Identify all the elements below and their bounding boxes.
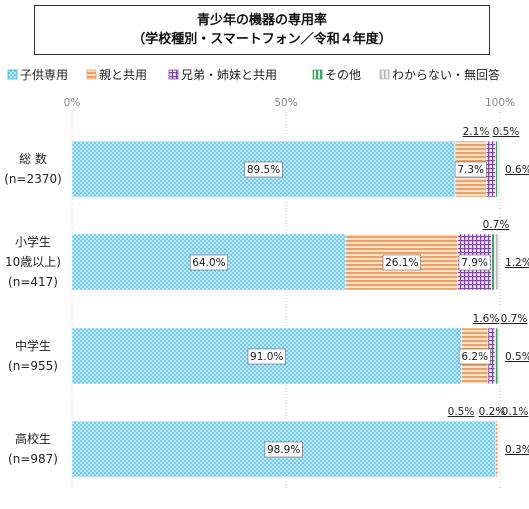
bar-segment-r2-s4	[497, 327, 501, 385]
data-label-r0-s0-box	[244, 161, 283, 178]
data-label-r2-s2: 1.6%	[473, 313, 500, 325]
data-label-r3-s2: 0.2%	[479, 406, 506, 418]
chart-subtitle: （学校種別・スマートフォン／令和４年度）	[132, 32, 392, 47]
category-label-1-3: (n=417)	[8, 275, 58, 289]
data-label-r0-s1-box	[454, 161, 487, 178]
data-label-r2-s1: 6.2%	[461, 351, 488, 363]
data-label-r2-s0: 91.0%	[250, 351, 283, 363]
data-label-r0-s1: 7.3%	[457, 164, 484, 176]
data-label-r0-s3: 0.5%	[493, 126, 520, 138]
legend-swatch-3	[312, 69, 323, 80]
chart-title-box: 青少年の機器の専用率 （学校種別・スマートフォン／令和４年度）	[34, 5, 490, 55]
data-label-r1-s1: 26.1%	[385, 257, 418, 269]
data-label-r2-s1-box	[458, 348, 491, 365]
data-label-r2-s0-box	[247, 348, 286, 365]
data-label-r3-s0-box	[264, 441, 303, 458]
data-label-r1-s4: 1.2%	[505, 257, 529, 269]
category-label-0-1: 総 数	[19, 151, 47, 166]
data-label-r1-s2-box	[458, 254, 491, 271]
category-label-2-1: 中学生	[15, 338, 51, 353]
chart-title: 青少年の機器の専用率	[196, 13, 327, 28]
category-label-1-1: 小学生	[15, 234, 51, 249]
data-label-r3-s0: 98.9%	[267, 444, 300, 456]
legend-label-1: 親と共用	[99, 68, 147, 82]
legend-label-4: わからない・無回答	[392, 67, 500, 82]
data-label-r2-s3: 0.7%	[501, 313, 528, 325]
data-label-r3-s4: 0.3%	[505, 444, 529, 456]
legend-swatch-0	[7, 69, 18, 80]
legend-label-3: その他	[325, 68, 361, 82]
data-label-r0-s4: 0.6%	[505, 164, 529, 176]
category-label-3-1: 高校生	[15, 431, 51, 446]
data-label-r1-s0-box	[189, 254, 229, 271]
data-label-r1-s0: 64.0%	[192, 257, 225, 269]
x-tick-label-1: 50%	[274, 97, 297, 109]
x-tick-label-2: 100%	[485, 97, 515, 109]
legend-swatch-1	[86, 69, 97, 80]
data-label-r1-s3: 0.7%	[483, 219, 510, 231]
legend-label-0: 子供専用	[20, 68, 68, 82]
data-label-r1-s2: 7.9%	[461, 257, 488, 269]
category-label-1-2: 10歳以上)	[5, 255, 61, 269]
category-label-3-2: (n=987)	[8, 452, 58, 466]
bar-segment-r1-s4	[494, 233, 500, 291]
bar-segment-r2-s3	[494, 327, 499, 385]
bar-segment-r0-s3	[495, 140, 498, 198]
data-label-r1-s1-box	[382, 254, 421, 271]
legend-swatch-4	[379, 69, 390, 80]
data-label-r2-s4: 0.5%	[505, 351, 529, 363]
bar-segment-r3-s4	[498, 420, 501, 478]
bar-segment-r0-s2	[486, 140, 496, 198]
data-label-r3-s3: 0.1%	[502, 406, 529, 418]
data-label-r3-s1: 0.5%	[448, 406, 475, 418]
category-label-2-2: (n=955)	[8, 359, 58, 373]
data-label-r0-s0: 89.5%	[247, 164, 280, 176]
data-label-r0-s2: 2.1%	[463, 126, 490, 138]
legend-swatch-2	[168, 69, 179, 80]
bar-segment-r0-s4	[497, 140, 501, 198]
bar-segment-r1-s3	[491, 233, 495, 291]
category-label-0-2: (n=2370)	[4, 172, 62, 186]
bar-segment-r1-s1	[345, 233, 458, 291]
bar-segment-r3-s1	[495, 420, 498, 478]
legend-label-2: 兄弟・姉妹と共用	[181, 67, 277, 82]
x-tick-label-0: 0%	[64, 97, 81, 109]
